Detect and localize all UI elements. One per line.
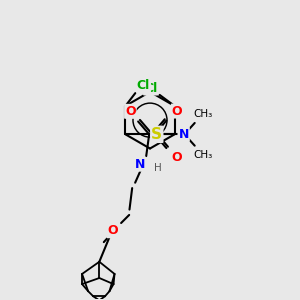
Text: CH₃: CH₃	[194, 150, 213, 160]
Text: Cl: Cl	[137, 79, 150, 92]
Text: N: N	[178, 128, 189, 141]
Text: Cl: Cl	[144, 82, 157, 94]
Text: H: H	[154, 163, 161, 173]
Text: O: O	[172, 104, 182, 118]
Text: O: O	[172, 151, 182, 164]
Text: CH₃: CH₃	[194, 109, 213, 119]
Text: O: O	[107, 224, 118, 237]
Text: N: N	[135, 158, 146, 171]
Text: O: O	[125, 105, 136, 118]
Text: S: S	[151, 127, 162, 142]
